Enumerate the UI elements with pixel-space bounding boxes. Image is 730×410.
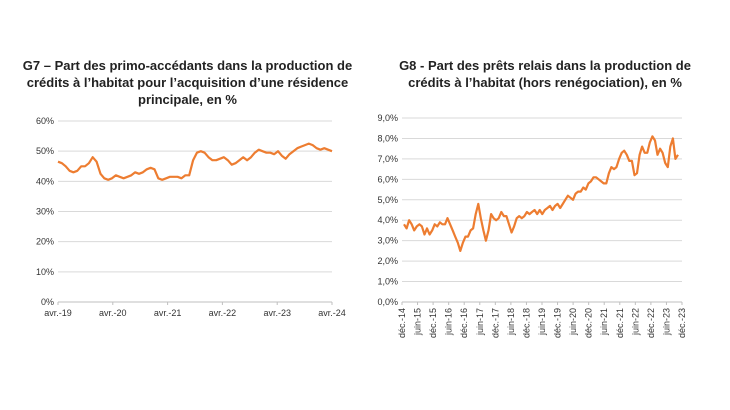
y-tick-label: 20% [36, 237, 54, 247]
chart-g8-title: G8 - Part des prêts relais dans la produ… [399, 58, 691, 90]
y-tick-label: 0% [41, 297, 54, 307]
x-tick-label: juin-18 [506, 308, 516, 336]
x-tick-label: juin-15 [413, 308, 423, 336]
x-tick-label: juin-17 [475, 308, 485, 336]
x-tick-label: avr.-21 [154, 308, 182, 318]
series-line [403, 135, 679, 252]
x-tick-label: juin-20 [568, 308, 578, 336]
x-tick-label: juin-21 [599, 308, 609, 336]
x-tick-label: déc.-16 [459, 308, 469, 338]
y-tick-label: 7,0% [377, 154, 398, 164]
x-tick-label: avr.-23 [263, 308, 291, 318]
x-tick-label: déc.-22 [646, 308, 656, 338]
x-tick-label: juin-19 [537, 308, 547, 336]
x-tick-label: déc.-15 [428, 308, 438, 338]
y-tick-label: 4,0% [377, 215, 398, 225]
x-tick-label: déc.-18 [521, 308, 531, 338]
y-tick-label: 2,0% [377, 256, 398, 266]
y-tick-label: 9,0% [377, 113, 398, 123]
y-tick-label: 40% [36, 176, 54, 186]
y-tick-label: 60% [36, 116, 54, 126]
x-tick-label: déc.-23 [677, 308, 687, 338]
x-tick-label: juin-16 [444, 308, 454, 336]
x-tick-label: déc.-14 [397, 308, 407, 338]
y-tick-label: 5,0% [377, 195, 398, 205]
y-tick-label: 8,0% [377, 133, 398, 143]
x-tick-label: avr.-20 [99, 308, 127, 318]
y-tick-label: 1,0% [377, 277, 398, 287]
y-tick-label: 3,0% [377, 236, 398, 246]
y-tick-label: 10% [36, 267, 54, 277]
x-tick-label: juin-22 [630, 308, 640, 336]
x-tick-label: avr.-24 [318, 308, 346, 318]
x-tick-label: déc.-21 [615, 308, 625, 338]
x-tick-label: avr.-22 [209, 308, 237, 318]
y-tick-label: 50% [36, 146, 54, 156]
y-tick-label: 6,0% [377, 174, 398, 184]
chart-g7-title: G7 – Part des primo-accédants dans la pr… [22, 58, 353, 107]
x-tick-label: déc.-20 [584, 308, 594, 338]
x-tick-label: juin-23 [661, 308, 671, 336]
x-tick-label: déc.-17 [490, 308, 500, 338]
y-tick-label: 0,0% [377, 297, 398, 307]
x-tick-label: avr.-19 [44, 308, 72, 318]
x-tick-label: déc.-19 [553, 308, 563, 338]
series-line [57, 142, 333, 181]
y-tick-label: 30% [36, 207, 54, 217]
